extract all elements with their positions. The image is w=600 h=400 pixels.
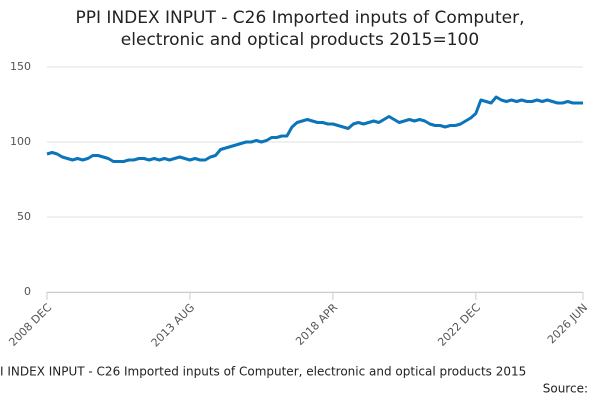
chart-title: PPI INDEX INPUT - C26 Imported inputs of… (76, 8, 525, 50)
x-tick-label: 2026 JUN (545, 301, 590, 346)
y-tick-label: 150 (10, 60, 31, 73)
x-tick-label: 2022 DEC (435, 301, 483, 349)
footer-title: I INDEX INPUT - C26 Imported inputs of C… (0, 365, 526, 379)
x-tick-label: 2008 DEC (6, 301, 54, 349)
x-tick-label: 2013 AUG (149, 301, 198, 350)
source: Source: (543, 382, 588, 396)
y-tick-label: 50 (17, 210, 31, 223)
line (46, 95, 583, 163)
y-tick-label: 0 (24, 285, 31, 298)
y-tick-label: 100 (10, 135, 31, 148)
x-tick-label: 2018 APR (293, 301, 340, 348)
